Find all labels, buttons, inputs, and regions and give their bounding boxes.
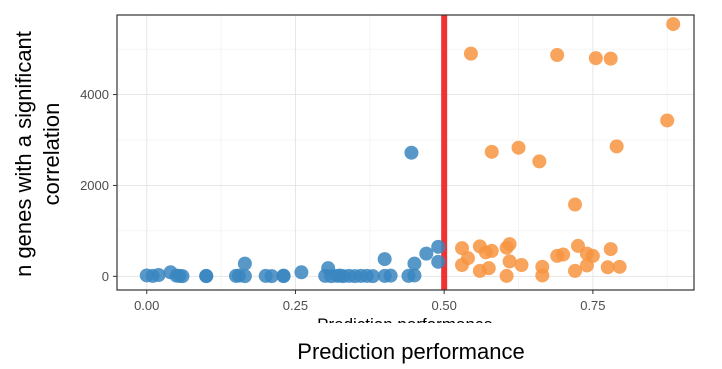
blue-data-point bbox=[276, 269, 291, 284]
blue-data-point bbox=[383, 268, 398, 283]
blue-data-point bbox=[365, 269, 380, 284]
orange-data-point bbox=[502, 254, 517, 269]
orange-data-point bbox=[514, 258, 529, 272]
blue-data-point bbox=[377, 252, 392, 267]
blue-data-point bbox=[199, 269, 214, 284]
blue-data-point bbox=[294, 265, 309, 280]
orange-data-point bbox=[460, 251, 475, 266]
blue-data-point bbox=[407, 268, 422, 283]
blue-data-point bbox=[175, 269, 190, 284]
orange-data-point bbox=[588, 51, 603, 66]
orange-data-point bbox=[499, 268, 514, 283]
y-axis-title: n genes with a significant correlation bbox=[11, 31, 64, 277]
orange-data-point bbox=[502, 237, 517, 252]
orange-data-point bbox=[660, 113, 675, 128]
blue-data-point bbox=[237, 269, 252, 284]
x-axis-cut-title-group: Prediction performance bbox=[317, 315, 493, 334]
orange-data-point bbox=[612, 259, 627, 274]
orange-data-point bbox=[484, 243, 499, 258]
orange-data-point bbox=[532, 154, 547, 169]
x-tick-label: 0.50 bbox=[432, 298, 457, 313]
orange-data-point bbox=[666, 17, 681, 32]
plot-panel-border bbox=[116, 14, 695, 291]
blue-data-point bbox=[264, 269, 279, 284]
orange-data-point bbox=[603, 242, 618, 257]
y-tick-label: 4000 bbox=[80, 87, 109, 102]
orange-data-point bbox=[484, 144, 499, 159]
x-axis-clipped-title: Prediction performance bbox=[317, 315, 493, 334]
orange-data-point bbox=[609, 139, 624, 154]
orange-data-point bbox=[463, 46, 478, 61]
x-axis-title: Prediction performance bbox=[297, 339, 524, 364]
orange-data-point bbox=[600, 260, 615, 275]
orange-data-point bbox=[511, 140, 526, 155]
y-axis-title-line-1: n genes with a significant bbox=[11, 31, 36, 277]
blue-data-point bbox=[419, 246, 434, 261]
orange-data-point bbox=[556, 247, 571, 262]
orange-data-point bbox=[568, 263, 583, 278]
blue-data-point bbox=[404, 145, 419, 160]
blue-data-point bbox=[431, 239, 446, 254]
orange-data-point bbox=[568, 197, 583, 212]
blue-data-point bbox=[151, 268, 166, 282]
y-axis-title-line-2: correlation bbox=[39, 103, 64, 206]
y-tick-label: 2000 bbox=[80, 178, 109, 193]
orange-data-point bbox=[585, 248, 600, 263]
orange-data-point bbox=[603, 51, 618, 66]
points-layer bbox=[139, 17, 681, 284]
orange-data-point bbox=[550, 48, 565, 62]
orange-data-point bbox=[481, 261, 496, 276]
ticks-layer: 0.00 0.25 0.50 0.75 0 2000 4000 bbox=[80, 87, 605, 313]
x-tick-label: 0.75 bbox=[580, 298, 605, 313]
blue-data-point bbox=[237, 256, 252, 271]
y-tick-label: 0 bbox=[102, 269, 109, 284]
x-tick-label: 0.00 bbox=[134, 298, 159, 313]
x-tick-label: 0.25 bbox=[283, 298, 308, 313]
orange-data-point bbox=[535, 268, 550, 283]
blue-data-point bbox=[431, 254, 446, 269]
blue-data-point bbox=[407, 256, 422, 271]
